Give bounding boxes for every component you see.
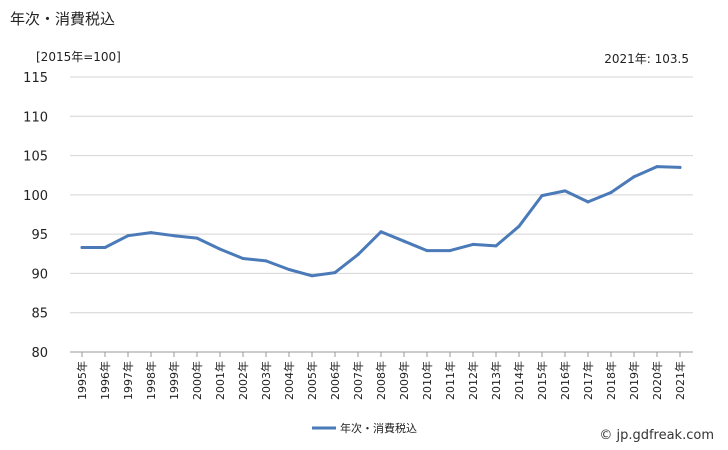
x-tick-label: 2018年 — [604, 361, 618, 400]
data-point — [103, 246, 107, 249]
data-point — [402, 239, 406, 243]
x-tick-label: 2000年 — [190, 361, 204, 400]
series-line — [80, 165, 682, 278]
data-point — [195, 236, 199, 240]
x-axis-ticks: 1995年 1996年 1997年 1998年 1999年 2000年 2001年 2002年… — [75, 352, 687, 400]
x-tick-label: 2009年 — [397, 361, 411, 400]
y-tick-label: 110 — [23, 110, 48, 125]
data-point — [172, 234, 176, 238]
data-point — [287, 268, 291, 271]
x-tick-label: 2015年 — [535, 361, 549, 400]
data-point — [356, 253, 360, 257]
data-point — [218, 247, 222, 251]
y-tick-label: 80 — [31, 346, 48, 361]
x-tick-label: 2013年 — [489, 361, 503, 400]
watermark: © jp.gdfreak.com — [599, 428, 714, 443]
data-point — [448, 249, 452, 253]
page-title: 年次・消費税込 — [10, 10, 116, 28]
x-tick-label: 2011年 — [443, 361, 457, 400]
y-tick-label: 85 — [31, 307, 48, 322]
x-tick-label: 2002年 — [236, 361, 250, 400]
data-point — [540, 194, 544, 198]
x-tick-label: 2005年 — [305, 361, 319, 400]
x-tick-label: 2006年 — [328, 361, 342, 400]
data-point — [80, 246, 84, 249]
x-tick-label: 2021年 — [673, 361, 687, 400]
latest-value-label: 2021年: 103.5 — [604, 52, 689, 66]
data-point — [655, 165, 659, 169]
data-point — [678, 165, 682, 169]
data-point — [425, 249, 429, 253]
data-point — [586, 200, 590, 204]
y-tick-label: 115 — [23, 71, 48, 86]
x-tick-label: 2017年 — [581, 361, 595, 400]
data-point — [563, 189, 567, 193]
y-tick-label: 90 — [31, 267, 48, 282]
data-point — [632, 175, 636, 179]
data-point — [494, 244, 498, 248]
series-layer — [80, 165, 682, 278]
gridlines — [70, 76, 693, 353]
legend-label: 年次・消費税込 — [340, 421, 417, 435]
y-axis-ticks: 80 85 90 95 100 105 110 115 — [23, 71, 48, 361]
x-tick-label: 2001年 — [213, 361, 227, 400]
data-point — [471, 242, 475, 246]
x-tick-label: 2008年 — [374, 361, 388, 400]
x-tick-label: 2012年 — [466, 361, 480, 400]
data-point — [333, 271, 337, 275]
x-tick-label: 2004年 — [282, 361, 296, 400]
y-tick-label: 95 — [31, 228, 48, 243]
data-point — [310, 274, 314, 278]
x-tick-label: 2020年 — [650, 361, 664, 400]
y-tick-label: 105 — [23, 150, 48, 165]
unit-label: [2015年=100] — [36, 50, 121, 64]
x-tick-label: 2019年 — [627, 361, 641, 400]
x-tick-label: 2016年 — [558, 361, 572, 400]
y-tick-label: 100 — [23, 189, 48, 204]
x-tick-label: 1998年 — [144, 361, 158, 400]
data-point — [149, 231, 153, 235]
x-tick-label: 2010年 — [420, 361, 434, 400]
data-point — [126, 234, 130, 238]
data-point — [379, 230, 383, 234]
x-tick-label: 1999年 — [167, 361, 181, 400]
x-tick-label: 1996年 — [98, 361, 112, 400]
data-point — [517, 224, 521, 228]
data-point — [241, 257, 245, 260]
x-tick-label: 2003年 — [259, 361, 273, 400]
x-tick-label: 2014年 — [512, 361, 526, 400]
legend: 年次・消費税込 — [312, 421, 417, 435]
data-point — [609, 191, 613, 194]
x-tick-label: 2007年 — [351, 361, 365, 400]
x-tick-label: 1997年 — [121, 361, 135, 400]
data-point — [264, 259, 268, 263]
x-tick-label: 1995年 — [75, 361, 89, 400]
